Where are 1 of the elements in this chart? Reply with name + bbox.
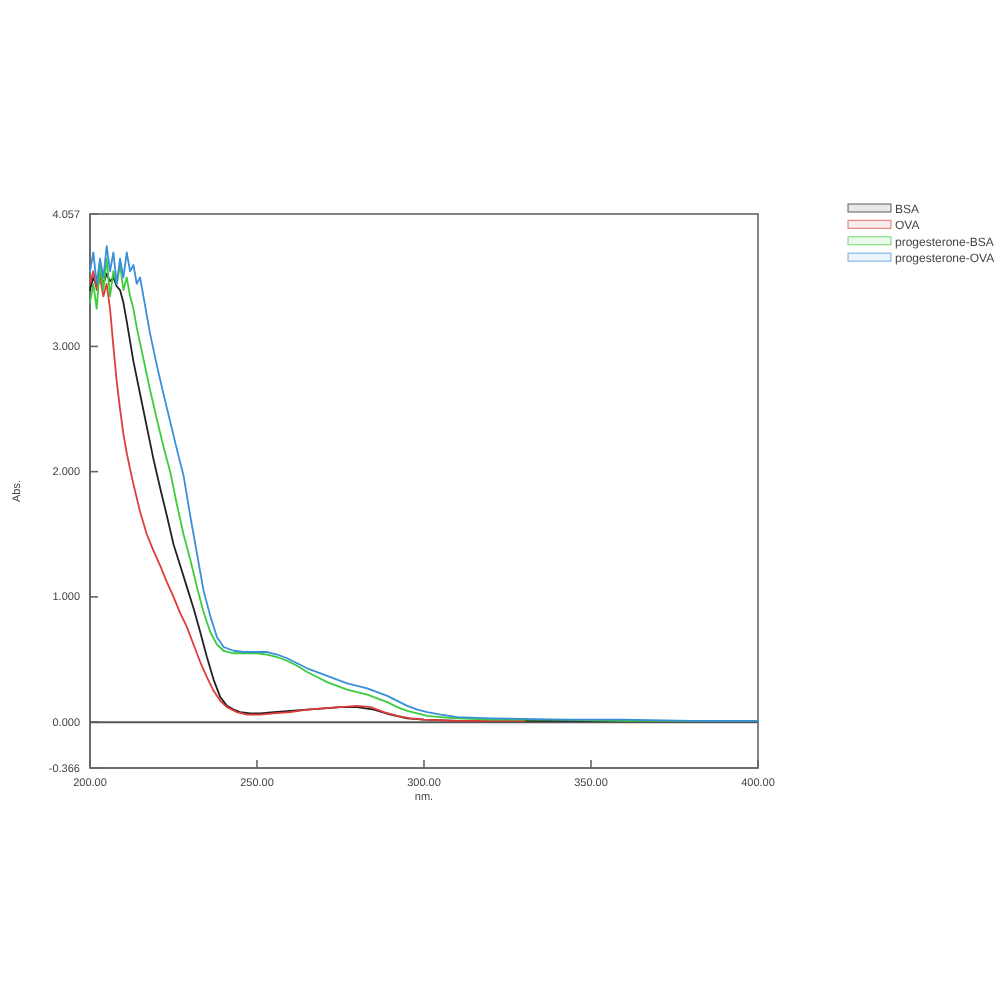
line-series bbox=[89, 270, 526, 722]
